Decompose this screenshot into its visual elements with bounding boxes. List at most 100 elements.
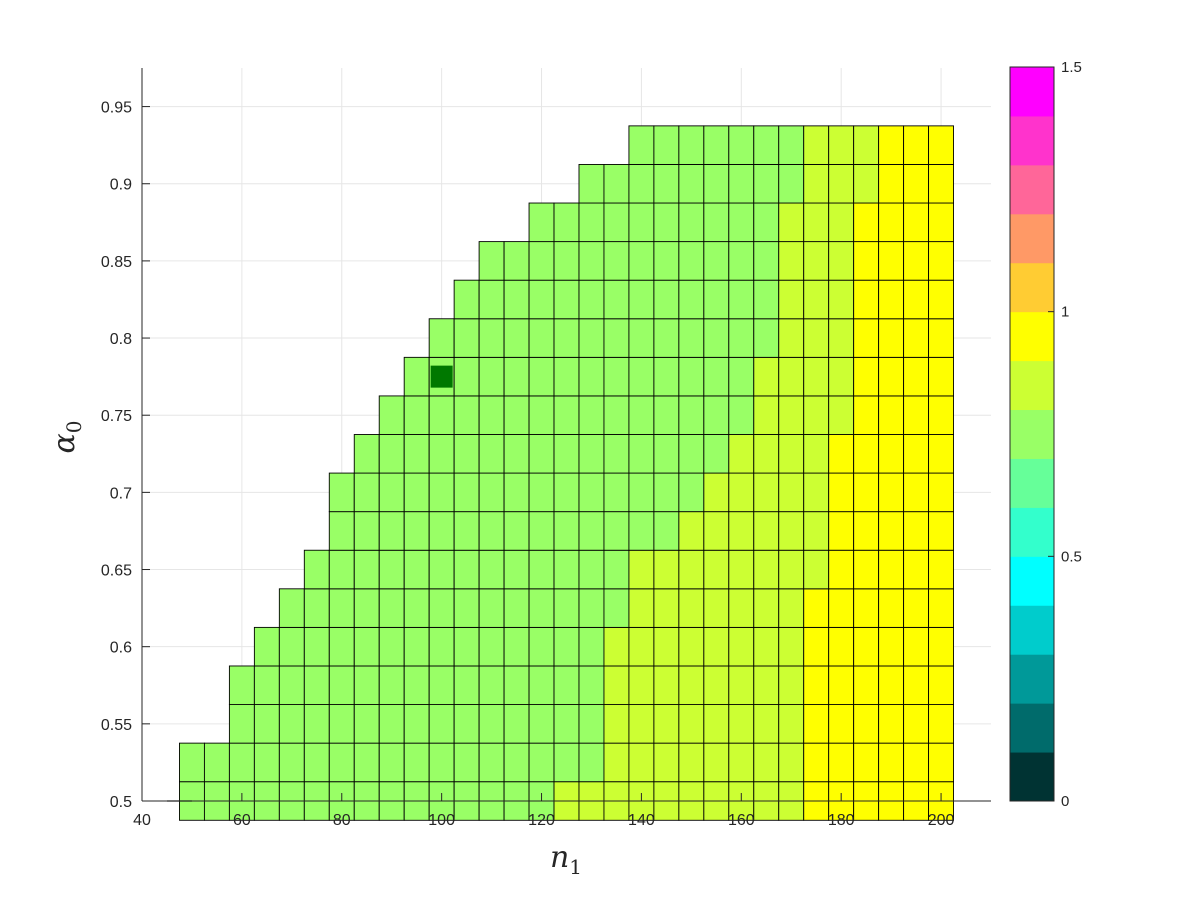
heatmap-cell [303,626,330,667]
heatmap-cell [878,125,905,165]
heatmap-cell [703,318,730,358]
heatmap-cell [703,356,730,397]
heatmap-cell [903,318,930,358]
heatmap-cell [353,626,380,667]
heatmap-cell [928,742,954,783]
heatmap-cell [878,472,905,513]
heatmap-cell [853,665,880,706]
x-tick-label: 180 [828,812,855,829]
heatmap-cell [903,241,930,281]
heatmap-cell [328,665,355,706]
heatmap-cell [828,549,855,590]
heatmap-cell [878,395,905,435]
heatmap-cell [753,434,780,474]
heatmap-cell [903,665,930,706]
y-axis-label: α0 [47,421,86,454]
heatmap-cell [678,626,705,667]
heatmap-cell [728,163,755,204]
heatmap-cell [853,163,880,204]
heatmap-cell [503,434,530,474]
y-tick-label: 0.85 [101,254,132,271]
heatmap-cell [728,704,755,744]
heatmap-cell [703,704,730,744]
heatmap-cell [828,704,855,744]
heatmap-cell [778,472,805,513]
heatmap-cell [728,472,755,513]
heatmap-cell [878,626,905,667]
heatmap-cell [703,626,730,667]
heatmap-cell [878,665,905,706]
heatmap-cell [528,665,555,706]
heatmap-cell [578,356,605,397]
heatmap-cell [778,202,805,243]
heatmap-cell [453,511,480,551]
y-tick-label: 0.9 [110,177,132,194]
heatmap-cell [753,549,780,590]
heatmap-cell [253,626,280,667]
heatmap-cell [478,511,505,551]
heatmap-cell [578,665,605,706]
heatmap-cell [928,665,954,706]
heatmap-cell [878,241,905,281]
x-tick-label: 140 [628,812,655,829]
colorbar-segment [1010,409,1054,459]
heatmap-cell [653,665,680,706]
heatmap-cell [403,511,430,551]
heatmap-cell [528,202,555,243]
colorbar-segment [1010,605,1054,655]
heatmap-cell [403,395,430,435]
heatmap-cell [478,279,505,320]
heatmap-cell [878,511,905,551]
heatmap-cell [828,279,855,320]
colorbar-segment [1010,164,1054,215]
heatmap-cell [703,511,730,551]
heatmap-cell [228,742,255,783]
heatmap-cell [603,511,630,551]
heatmap-cell [753,163,780,204]
heatmap-cell [553,434,580,474]
heatmap-cell [853,588,880,628]
heatmap-cell [553,511,580,551]
heatmap-cell [928,163,954,204]
y-tick-label: 0.75 [101,408,132,425]
heatmap-cell [653,549,680,590]
heatmap-cell [728,202,755,243]
heatmap-cell [628,472,655,513]
heatmap-cell [678,742,705,783]
heatmap-cell [903,704,930,744]
heatmap-cell [478,588,505,628]
heatmap-cell [903,742,930,783]
heatmap-cell [753,511,780,551]
heatmap-cell [278,665,305,706]
heatmap-cell [928,125,954,165]
heatmap-cell [778,626,805,667]
heatmap-cell [828,434,855,474]
colorbar-tick-label: 0 [1061,793,1069,810]
colorbar-segment [1010,67,1054,117]
heatmap-cell [703,434,730,474]
heatmap-cell [728,279,755,320]
heatmap-cell [828,511,855,551]
heatmap-cell [603,279,630,320]
heatmap-cell [378,588,405,628]
heatmap-cell [353,588,380,628]
heatmap-cell [678,202,705,243]
heatmap-cell [353,704,380,744]
heatmap-cell [853,395,880,435]
heatmap-cell [753,704,780,744]
heatmap-cell [578,704,605,744]
heatmap-cell [478,395,505,435]
heatmap-cell [303,588,330,628]
heatmap-cell [678,665,705,706]
heatmap-cell [478,626,505,667]
heatmap-cell [903,434,930,474]
heatmap-cell [378,395,405,435]
heatmap-cell [778,241,805,281]
heatmap-cell [478,472,505,513]
x-tick-label: 80 [333,812,351,829]
heatmap-cell [728,395,755,435]
heatmap-cell [878,356,905,397]
heatmap-cell [478,434,505,474]
heatmap-cell [803,356,830,397]
heatmap-cell [728,125,755,165]
